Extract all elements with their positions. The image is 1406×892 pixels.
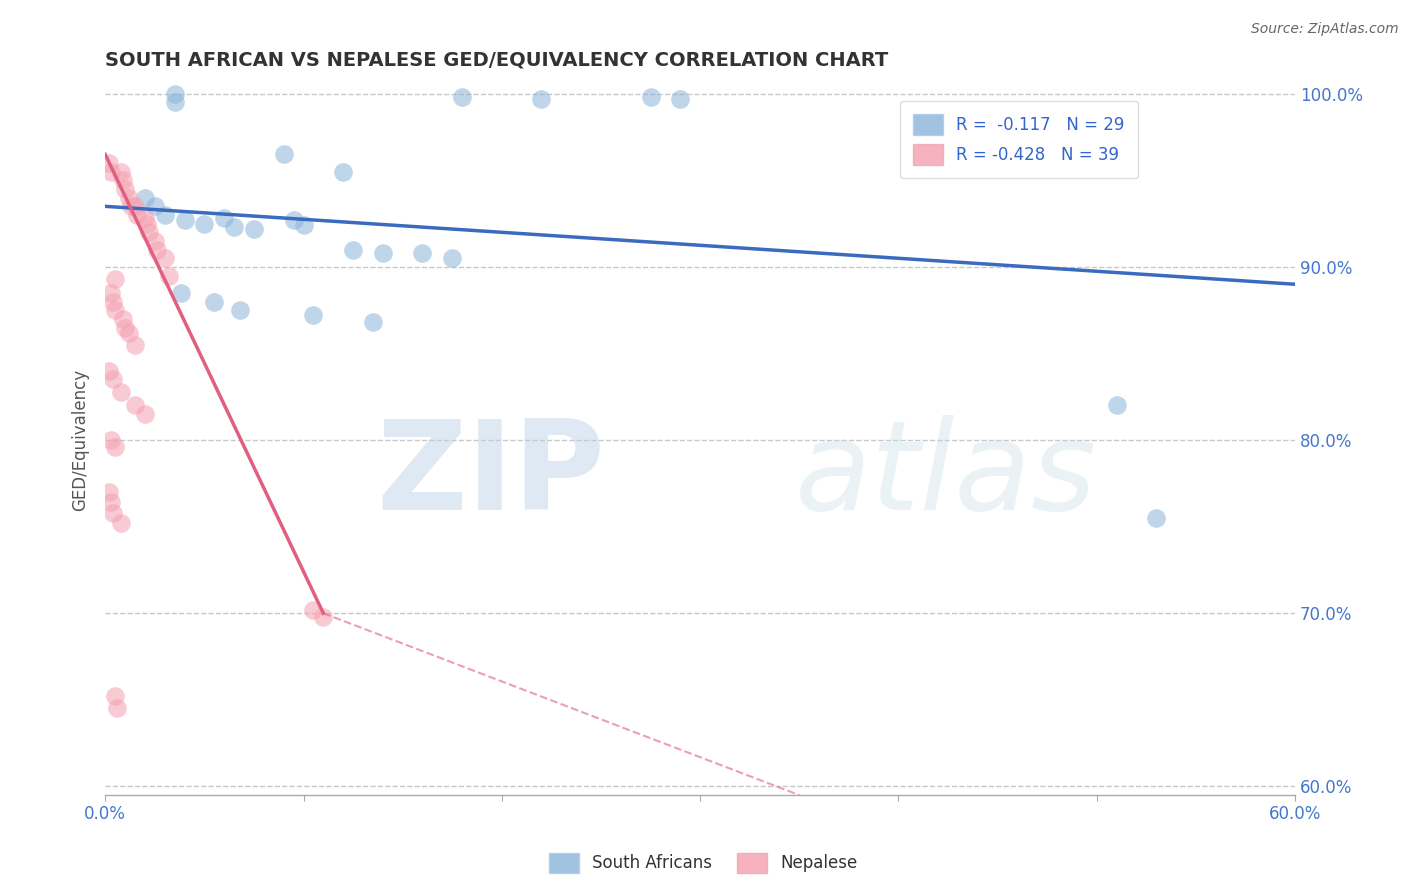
Point — [118, 191, 141, 205]
Point — [202, 294, 225, 309]
Point — [100, 285, 122, 300]
Point — [153, 252, 176, 266]
Legend: South Africans, Nepalese: South Africans, Nepalese — [541, 847, 865, 880]
Point — [173, 213, 195, 227]
Point — [530, 92, 553, 106]
Point — [114, 182, 136, 196]
Point — [441, 252, 464, 266]
Point — [98, 364, 121, 378]
Point — [224, 220, 246, 235]
Point — [120, 199, 142, 213]
Point — [332, 164, 354, 178]
Point — [640, 90, 662, 104]
Y-axis label: GED/Equivalency: GED/Equivalency — [72, 369, 89, 511]
Point — [153, 208, 176, 222]
Point — [1144, 511, 1167, 525]
Point — [118, 326, 141, 340]
Point — [101, 294, 124, 309]
Text: ZIP: ZIP — [377, 415, 605, 536]
Point — [104, 303, 127, 318]
Text: Source: ZipAtlas.com: Source: ZipAtlas.com — [1251, 22, 1399, 37]
Point — [100, 495, 122, 509]
Point — [104, 272, 127, 286]
Point — [193, 217, 215, 231]
Point — [411, 246, 433, 260]
Point — [134, 211, 156, 226]
Point — [110, 516, 132, 531]
Point — [110, 384, 132, 399]
Point — [212, 211, 235, 226]
Point — [100, 433, 122, 447]
Point — [125, 208, 148, 222]
Point — [100, 164, 122, 178]
Point — [451, 90, 474, 104]
Point — [146, 243, 169, 257]
Point — [371, 246, 394, 260]
Point — [138, 225, 160, 239]
Point — [157, 268, 180, 283]
Legend: R =  -0.117   N = 29, R = -0.428   N = 39: R = -0.117 N = 29, R = -0.428 N = 39 — [900, 101, 1137, 178]
Point — [101, 506, 124, 520]
Point — [283, 213, 305, 227]
Point — [135, 217, 157, 231]
Point — [104, 690, 127, 704]
Point — [143, 199, 166, 213]
Point — [124, 199, 146, 213]
Text: SOUTH AFRICAN VS NEPALESE GED/EQUIVALENCY CORRELATION CHART: SOUTH AFRICAN VS NEPALESE GED/EQUIVALENC… — [105, 51, 889, 70]
Text: atlas: atlas — [796, 415, 1098, 536]
Point — [243, 222, 266, 236]
Point — [1105, 399, 1128, 413]
Point — [134, 407, 156, 421]
Point — [361, 315, 384, 329]
Point — [110, 164, 132, 178]
Point — [104, 440, 127, 454]
Point — [98, 156, 121, 170]
Point — [342, 243, 364, 257]
Point — [124, 399, 146, 413]
Point — [669, 92, 692, 106]
Point — [273, 147, 295, 161]
Point — [105, 701, 128, 715]
Point — [114, 320, 136, 334]
Point — [124, 338, 146, 352]
Point — [112, 173, 135, 187]
Point — [101, 372, 124, 386]
Point — [312, 609, 335, 624]
Point — [98, 485, 121, 500]
Point — [302, 603, 325, 617]
Point — [169, 285, 191, 300]
Point — [229, 303, 252, 318]
Point — [163, 95, 186, 110]
Point — [143, 234, 166, 248]
Point — [302, 309, 325, 323]
Point — [163, 87, 186, 101]
Point — [134, 191, 156, 205]
Point — [292, 219, 315, 233]
Point — [112, 311, 135, 326]
